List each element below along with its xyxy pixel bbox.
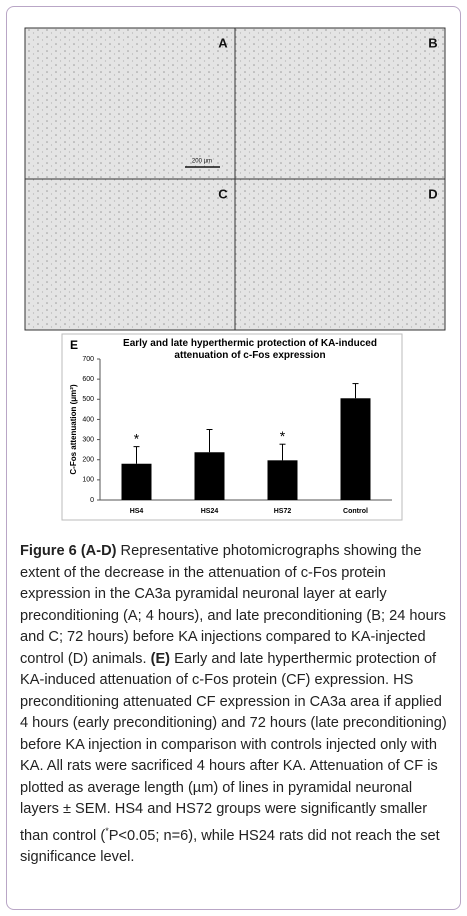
y-tick-label: 0 <box>90 497 94 504</box>
panel-label: E <box>70 338 78 352</box>
micrographs: A 200 µm B C D <box>24 27 446 331</box>
x-tick-label: HS24 <box>201 508 219 515</box>
significance-mark: * <box>280 428 286 444</box>
x-tick-label: HS72 <box>274 508 292 515</box>
y-tick-label: 100 <box>82 477 94 484</box>
panel-label: B <box>428 35 437 50</box>
bar <box>340 398 371 500</box>
scale-bar-label: 200 µm <box>192 159 212 165</box>
y-axis-label: C-Fos attenuation (μm²) <box>69 384 78 475</box>
panel-label: C <box>218 186 228 201</box>
micrograph <box>234 27 446 180</box>
chart: E C-Fos attenuation (μm²) 0 100 200 300 400 500… <box>69 338 392 515</box>
y-tick-label: 500 <box>82 396 94 403</box>
figure-frame <box>6 6 461 910</box>
bar <box>194 452 225 500</box>
chart-title: Early and late hyperthermic protection o… <box>123 338 377 361</box>
y-tick-label: 600 <box>82 376 94 383</box>
caption-bold: Figure 6 (A-D) <box>20 543 117 559</box>
caption: Figure 6 (A-D) Representative photomicro… <box>20 541 452 868</box>
y-tick-label: 700 <box>82 356 94 363</box>
panel-label: D <box>428 186 437 201</box>
bar <box>121 463 152 500</box>
significance-mark: * <box>134 430 140 446</box>
y-tick-label: 200 <box>82 457 94 464</box>
panel-label: A <box>218 35 228 50</box>
caption-text: Representative photomicrographs showing … <box>20 543 446 667</box>
bar <box>267 460 298 500</box>
y-tick-label: 300 <box>82 436 94 443</box>
caption-bold: (E) <box>150 650 171 667</box>
micrograph <box>24 178 236 331</box>
micrograph <box>234 178 446 331</box>
x-tick-label: Control <box>343 508 368 515</box>
caption-text: Early and late hyperthermic protection o… <box>20 650 447 844</box>
caption-text: P<0.05; n=6), while HS24 rats did not re… <box>20 827 440 865</box>
caption-sup: * <box>105 825 109 836</box>
x-tick-label: HS4 <box>130 508 144 515</box>
micrograph <box>24 27 236 180</box>
y-tick-label: 400 <box>82 416 94 423</box>
